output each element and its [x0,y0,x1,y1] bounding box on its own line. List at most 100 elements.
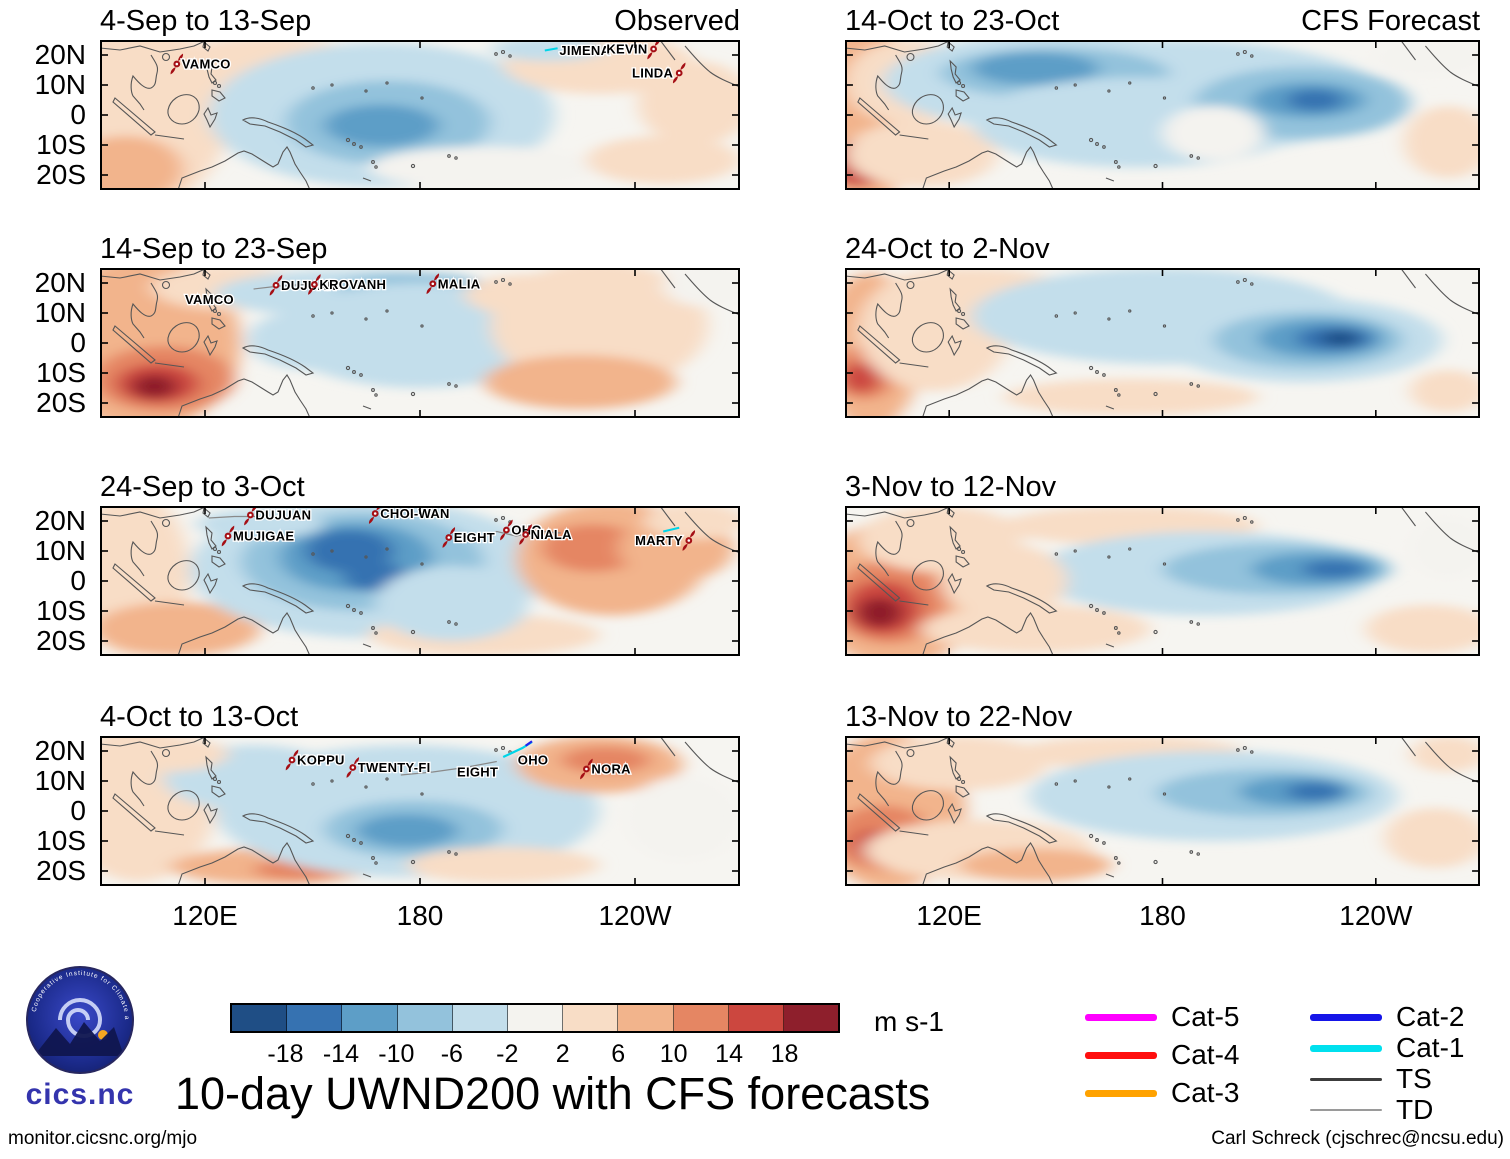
colorbar-tick-label: -18 [267,1040,304,1068]
storm-label: KEVIN [606,42,647,57]
lat-axis-row-2: 20N 10N 0 10S 20S [0,268,94,418]
legend-line-swatch [1310,1044,1382,1052]
storm-track [662,526,680,533]
colorbar [230,1003,840,1033]
figure-title: 10-day UWND200 with CFS forecasts [175,1068,931,1119]
lon-tick-label: 120E [172,900,238,931]
storm-label: MALIA [438,276,481,291]
logo-circle [26,966,134,1074]
legend-line-swatch [1085,1051,1157,1059]
legend-line-swatch [1310,1109,1382,1111]
cics-logo: Cooperative Institute for Climate and Sa… [21,959,136,1076]
column-header-observed: Observed [614,5,740,37]
panel-title: 4-Oct to 13-Oct [100,701,299,733]
storm-track [400,760,497,776]
panel-header-row: 24-Sep to 3-Oct [100,471,740,503]
colorbar-segment [783,1005,839,1031]
storm-label: EIGHT [457,765,498,780]
map-panel-observed-2: VAMCO DUJUAN KROVANH MALIA [100,268,740,418]
lon-tick-label: 180 [1139,900,1186,931]
lat-tick-label: 20N [34,735,86,766]
wind-anomaly-map [845,40,1480,190]
lon-axis-forecast: 120E 180 120W [845,896,1480,936]
lat-tick-label: 10S [36,825,86,856]
colorbar-segment [452,1005,508,1031]
legend-item-cat-5: Cat-5 [1085,1001,1240,1032]
legend-item-cat-1: Cat-1 [1310,1032,1465,1063]
legend-item-td: TD [1310,1094,1464,1125]
storm-label: TWENTY-FI [358,760,431,775]
panel-title: 3-Nov to 12-Nov [845,471,1057,503]
map-panel-observed-4: KOPPU TWENTY-FI EIGHT OHO NORA [100,736,740,886]
panel-header-row: 14-Sep to 23-Sep [100,233,740,265]
legend-label: TS [1396,1063,1432,1094]
logo-wordmark: cics.nc [25,1078,135,1111]
panel-title: 4-Sep to 13-Sep [100,5,312,37]
colorbar-segment [507,1005,564,1031]
storm-label: EIGHT [454,530,495,545]
lat-axis-row-3: 20N 10N 0 10S 20S [0,506,94,656]
legend-line-swatch [1085,1089,1157,1097]
lat-tick-label: 0 [70,99,86,130]
map-panel-forecast-4 [845,736,1480,886]
map-panel-forecast-3 [845,506,1480,656]
lat-tick-label: 0 [70,327,86,358]
footer-url: monitor.cicsnc.org/mjo [8,1128,198,1149]
storm-label: MARTY [635,533,683,548]
lat-tick-label: 20S [36,855,86,886]
colorbar-segment [232,1005,288,1031]
map-panel-forecast-1 [845,40,1480,190]
wind-anomaly-map [845,736,1480,886]
map-panel-observed-3: DUJUAN MUJIGAE CHOI-WAN EIGHT OHO NIALA MARTY [100,506,740,656]
legend-line-swatch [1085,1013,1157,1021]
storm-label: LINDA [632,66,674,81]
colorbar-segment [287,1005,343,1031]
lon-tick-label: 180 [396,900,444,931]
colorbar-tick-label: 14 [715,1040,743,1068]
footer-credit: Carl Schreck (cjschrec@ncsu.edu) [1211,1128,1504,1149]
lon-tick-label: 120W [598,900,672,931]
storm-label: KROVANH [319,277,386,292]
lat-tick-label: 10N [34,765,86,796]
colorbar-segment [673,1005,729,1031]
storm-label: VAMCO [182,57,231,72]
colorbar-tick-label: -6 [440,1040,463,1068]
lat-tick-label: 10N [34,535,86,566]
legend-label: Cat-2 [1396,1001,1465,1032]
panel-header-row: 13-Nov to 22-Nov [845,701,1480,733]
colorbar-tick-label: 6 [611,1040,626,1068]
panel-header-row: 24-Oct to 2-Nov [845,233,1480,265]
storm-track [524,740,533,747]
lat-tick-label: 10S [36,129,86,160]
storm-label: DUJUAN [255,508,311,523]
lon-tick-label: 120W [1339,900,1413,931]
lat-tick-label: 20N [34,39,86,70]
legend-item-ts: TS [1310,1063,1464,1094]
colorbar-tick-label: -10 [378,1040,415,1068]
legend-column-categories-low: Cat-2 Cat-1 TS TD [1310,1001,1465,1126]
logo-mountains [34,1022,124,1056]
legend-label: Cat-3 [1171,1077,1240,1108]
lat-tick-label: 0 [70,795,86,826]
legend-label: Cat-5 [1171,1001,1240,1032]
storm-label: OHO [511,523,542,538]
lat-axis-row-4: 20N 10N 0 10S 20S [0,736,94,886]
legend-label: Cat-1 [1396,1032,1465,1063]
colorbar-segment [618,1005,674,1031]
colorbar-segment [563,1005,619,1031]
lat-tick-label: 10N [34,69,86,100]
panel-title: 24-Sep to 3-Oct [100,471,305,503]
storm-label: VAMCO [185,292,234,307]
storm-label: NIALA [531,527,573,542]
legend-label: Cat-4 [1171,1039,1240,1070]
colorbar-tick-label: -14 [322,1040,359,1068]
storm-label: JIMENA [559,43,610,58]
storm-label: CHOI-WAN [380,506,450,521]
storm-label: OHO [518,753,549,768]
column-header-forecast: CFS Forecast [1301,5,1480,37]
wind-anomaly-map [845,506,1480,656]
